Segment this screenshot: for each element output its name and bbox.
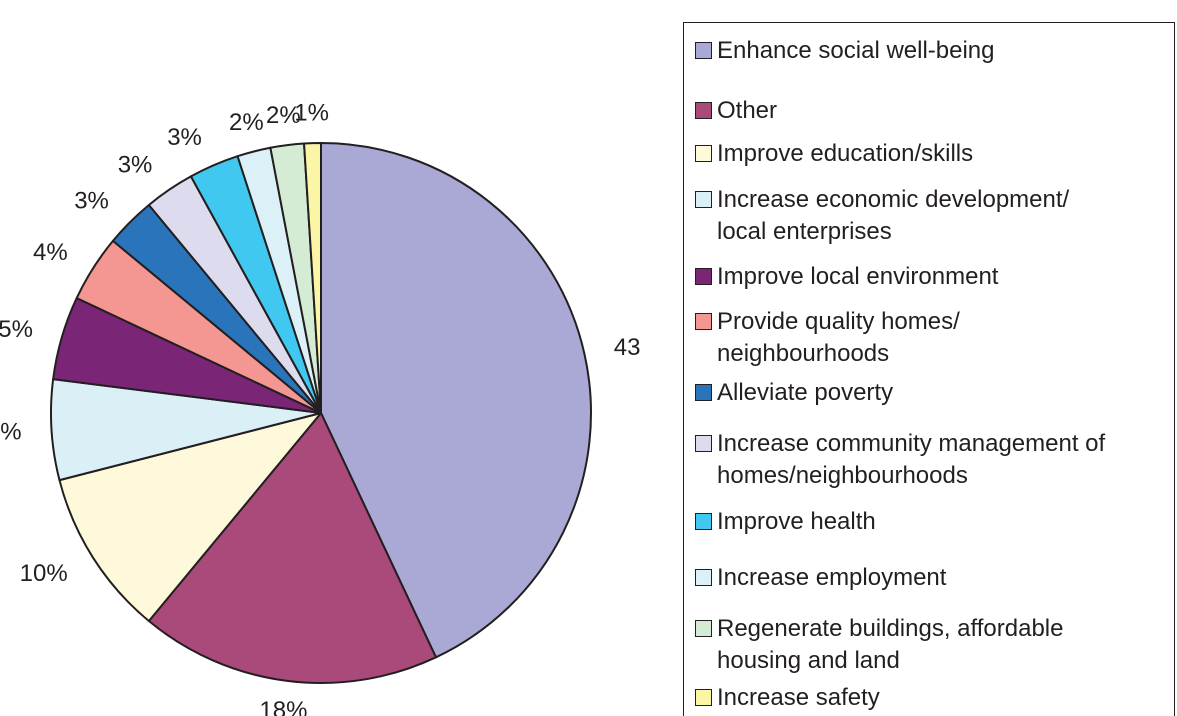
legend-item: Increase community management of homes/n…	[695, 428, 1165, 492]
slice-percent-label: 2%	[229, 109, 264, 136]
slice-percent-label: 4%	[33, 239, 68, 266]
legend-label: Alleviate poverty	[717, 379, 894, 406]
pie-slice	[303, 141, 322, 414]
slice-percent-label: 43%	[614, 334, 640, 361]
slice-percent-label: 3%	[74, 187, 109, 214]
legend-label: Provide quality homes/ neighbourhoods	[717, 308, 960, 367]
legend-swatch	[695, 102, 712, 119]
pie-slice	[58, 412, 322, 623]
legend-label: Improve health	[717, 508, 876, 535]
legend-label: Increase community management of homes/n…	[717, 430, 1106, 489]
slice-percent-label: 3%	[167, 124, 202, 151]
legend-label: Improve education/skills	[717, 140, 974, 167]
legend-swatch	[695, 191, 712, 208]
legend-swatch	[695, 513, 712, 530]
slice-percent-label: 1%	[294, 100, 329, 127]
slice-percent-label: 3%	[118, 151, 153, 178]
legend-swatch	[695, 569, 712, 586]
legend-label: Improve local environment	[717, 263, 999, 290]
pie-slice	[147, 412, 437, 684]
slice-percent-label: 6%	[0, 418, 22, 445]
legend-label: Increase employment	[717, 564, 947, 591]
legend-item: Improve education/skills	[695, 138, 1165, 170]
legend-swatch	[695, 435, 712, 452]
slice-percent-label: 5%	[0, 316, 33, 343]
slice-percent-label: 10%	[20, 560, 68, 587]
legend-label: Other	[717, 97, 778, 124]
legend-item: Increase employment	[695, 562, 1165, 594]
legend-swatch	[695, 620, 712, 637]
pie-slice	[320, 142, 592, 659]
slice-percent-label: 18%	[259, 697, 307, 716]
slice-percent-label: 2%	[266, 102, 301, 129]
legend-item: Increase economic development/ local ent…	[695, 184, 1165, 248]
legend-swatch	[695, 689, 712, 706]
legend-swatch	[695, 145, 712, 162]
legend-swatch	[695, 268, 712, 285]
legend-swatch	[695, 384, 712, 401]
legend-item: Improve local environment	[695, 261, 1165, 293]
legend: Enhance social well-being Other Improve ed…	[683, 22, 1175, 716]
legend-item: Improve health	[695, 506, 1165, 538]
legend-label: Enhance social well-being	[717, 37, 995, 64]
legend-swatch	[695, 42, 712, 59]
legend-item: Provide quality homes/ neighbourhoods	[695, 306, 1165, 370]
legend-item: Increase safety	[695, 682, 1165, 714]
legend-item: Regenerate buildings, affordable housing…	[695, 613, 1165, 677]
legend-item: Enhance social well-being	[695, 35, 1165, 67]
legend-swatch	[695, 313, 712, 330]
legend-item: Other	[695, 95, 1165, 127]
legend-label: Increase safety	[717, 684, 880, 711]
legend-label: Regenerate buildings, affordable housing…	[717, 615, 1064, 674]
pie-chart: 43%18%10%6%5%4%3%3%3%2%2%1%	[0, 100, 640, 716]
legend-label: Increase economic development/ local ent…	[717, 186, 1070, 245]
legend-item: Alleviate poverty	[695, 377, 1165, 409]
